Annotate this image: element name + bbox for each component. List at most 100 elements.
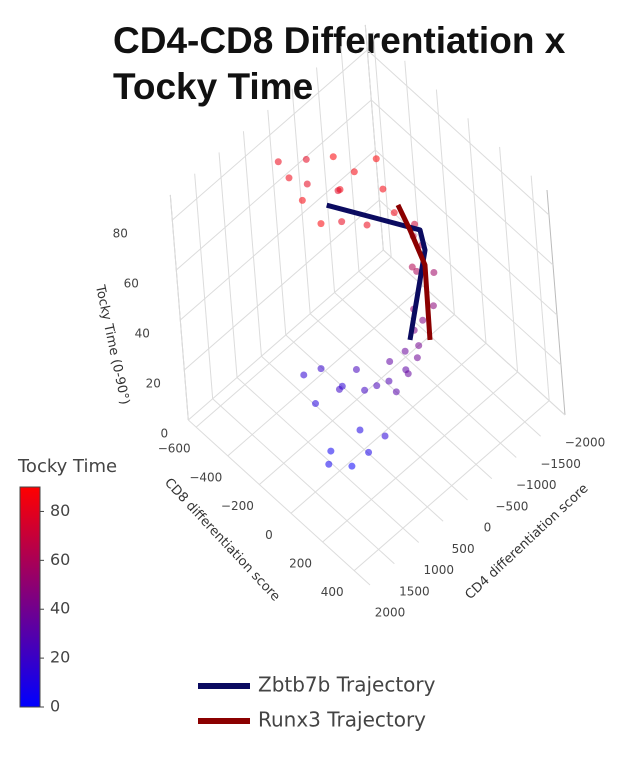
cell-point bbox=[404, 370, 412, 378]
cell-point bbox=[334, 187, 342, 195]
y-tick-label: −1500 bbox=[540, 457, 581, 471]
grid-line bbox=[435, 89, 455, 315]
grid-line bbox=[366, 49, 550, 216]
grid-line bbox=[340, 46, 360, 272]
grid-line bbox=[183, 199, 380, 371]
cell-point bbox=[373, 382, 381, 390]
y-tick-label: −1000 bbox=[516, 478, 557, 492]
grid bbox=[169, 24, 566, 586]
colorbar-tick-label: 40 bbox=[50, 599, 70, 618]
x-tick-label: −600 bbox=[158, 442, 191, 456]
colorbar-tick-label: 0 bbox=[50, 697, 60, 716]
cell-point bbox=[327, 447, 335, 455]
x-tick-label: 400 bbox=[321, 585, 344, 599]
cell-point bbox=[379, 185, 387, 193]
y-tick-label: −2000 bbox=[565, 436, 606, 450]
legend-label: Zbtb7b Trajectory bbox=[258, 673, 436, 697]
grid-line bbox=[236, 377, 420, 543]
x-tick-label: 200 bbox=[289, 556, 312, 570]
cell-point bbox=[300, 371, 308, 379]
grid-line bbox=[285, 334, 468, 501]
grid-line bbox=[187, 419, 371, 586]
cell-point bbox=[329, 153, 337, 161]
trajectory-line bbox=[395, 203, 433, 341]
cell-point bbox=[350, 168, 358, 176]
grid-line bbox=[261, 355, 444, 522]
trajectory-line bbox=[326, 202, 428, 341]
grid-line bbox=[530, 175, 550, 401]
grid-line bbox=[334, 292, 517, 458]
z-tick-label: 40 bbox=[135, 326, 150, 340]
grid-line bbox=[374, 149, 558, 316]
cell-point bbox=[413, 267, 421, 275]
box-edge bbox=[546, 189, 566, 416]
cell-point bbox=[363, 221, 371, 229]
grid-line bbox=[242, 131, 262, 357]
grid-line bbox=[499, 146, 519, 372]
cell-point bbox=[390, 209, 398, 217]
y-tick-label: 1500 bbox=[399, 584, 430, 598]
cell-point bbox=[415, 342, 423, 350]
x-tick-label: 0 bbox=[265, 528, 273, 542]
z-tick-label: 20 bbox=[146, 376, 161, 390]
cell-point bbox=[274, 158, 282, 166]
points bbox=[274, 153, 438, 470]
x-tick-label: −400 bbox=[189, 470, 222, 484]
grid-line bbox=[212, 398, 395, 565]
x-tick-label: −200 bbox=[221, 499, 254, 513]
grid-line bbox=[169, 194, 189, 421]
cell-point bbox=[302, 155, 310, 163]
cell-point bbox=[348, 462, 356, 470]
grid-line bbox=[364, 24, 384, 251]
grid-line bbox=[194, 173, 214, 399]
cell-point bbox=[385, 377, 393, 385]
grid-line bbox=[179, 149, 376, 321]
cell-point bbox=[392, 388, 400, 396]
colorbar-title: Tocky Time bbox=[17, 456, 117, 477]
cell-point bbox=[401, 347, 409, 355]
cell-point bbox=[335, 385, 343, 393]
cell-point bbox=[372, 155, 380, 163]
cell-point bbox=[419, 316, 427, 324]
cell-point bbox=[303, 180, 311, 188]
cell-point bbox=[325, 460, 333, 468]
chart-title: CD4-CD8 Differentiation x Tocky Time bbox=[113, 20, 566, 107]
cell-point bbox=[312, 400, 319, 408]
grid-line bbox=[267, 109, 287, 336]
grid-line bbox=[382, 249, 566, 416]
labels: −600−400−2000200400−2000−1500−1000−50005… bbox=[17, 226, 605, 731]
cell-point bbox=[386, 357, 394, 365]
grid-line bbox=[370, 99, 554, 266]
y-tick-label: −500 bbox=[495, 499, 528, 513]
colorbar-tick-label: 80 bbox=[50, 501, 70, 520]
cell-point bbox=[338, 218, 346, 226]
grid-line bbox=[171, 49, 368, 221]
y-tick-label: 2000 bbox=[375, 606, 406, 620]
cell-point bbox=[381, 432, 389, 440]
cell-point bbox=[430, 269, 438, 277]
grid-line bbox=[467, 118, 487, 344]
y-tick-label: 0 bbox=[484, 521, 492, 535]
z-tick-label: 0 bbox=[160, 426, 168, 440]
grid-line bbox=[316, 67, 336, 293]
cell-point bbox=[352, 366, 360, 374]
colorbar bbox=[19, 486, 41, 708]
cell-point bbox=[361, 386, 369, 394]
y-tick-label: 500 bbox=[452, 542, 475, 556]
cell-point bbox=[408, 263, 416, 271]
colorbar-tick-label: 60 bbox=[50, 550, 70, 569]
cell-point bbox=[317, 220, 325, 228]
grid-line bbox=[187, 249, 384, 421]
grid-line bbox=[358, 270, 541, 437]
cell-point bbox=[285, 174, 293, 182]
colorbar-tick-label: 20 bbox=[50, 648, 70, 667]
cell-point bbox=[356, 426, 364, 434]
grid-line bbox=[218, 152, 238, 378]
grid-line bbox=[175, 99, 372, 271]
legend-label: Runx3 Trajectory bbox=[258, 708, 426, 732]
cell-point bbox=[429, 302, 437, 310]
z-axis-title: Tocky Time (0-90°) bbox=[92, 283, 132, 406]
grid-line bbox=[309, 313, 493, 480]
